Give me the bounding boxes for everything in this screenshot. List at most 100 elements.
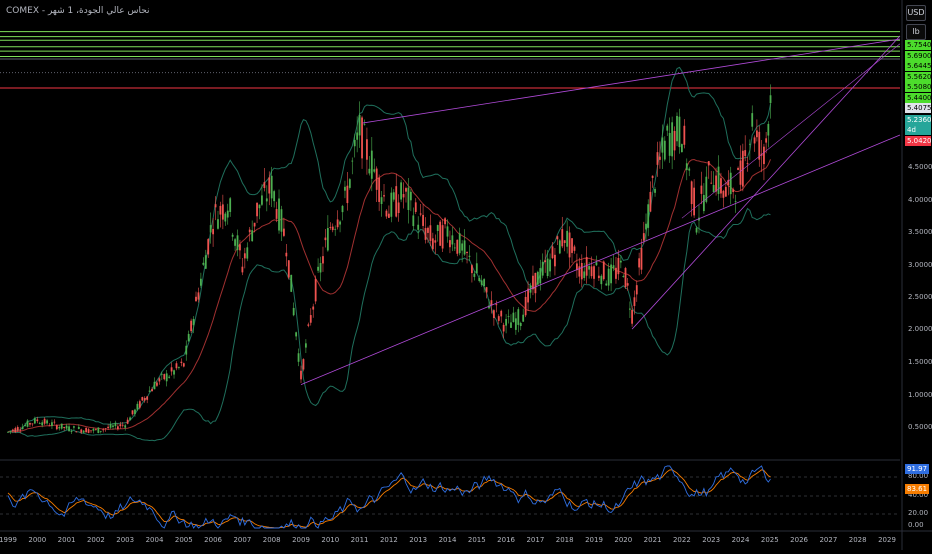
candle-body: [702, 195, 705, 212]
candle-body: [397, 202, 400, 213]
candle-body: [275, 209, 278, 219]
candle-body: [185, 345, 188, 355]
candle-body: [602, 261, 605, 280]
candle-body: [763, 146, 765, 165]
candle-body: [278, 198, 280, 231]
candle-body: [431, 238, 434, 250]
time-tick-label: 2010: [321, 536, 340, 544]
bar-countdown-label: 4d 11h: [905, 125, 931, 144]
time-tick-label: 2023: [702, 536, 721, 544]
candle-body: [539, 268, 542, 284]
moving-average: [7, 158, 771, 433]
candle-body: [195, 296, 197, 302]
candle-body: [370, 150, 373, 179]
candle-body: [302, 359, 305, 370]
rsi-value-badge: 91.97: [905, 464, 929, 474]
candle-body: [767, 123, 770, 136]
candle-body: [199, 278, 202, 286]
candle-body: [758, 131, 761, 160]
candle-body: [326, 228, 329, 251]
candle-body: [441, 225, 444, 249]
candle-body: [593, 266, 595, 279]
trendline-channel-resistance: [681, 43, 901, 219]
candle-body: [77, 426, 80, 429]
candle-body: [38, 423, 41, 424]
candle-body: [419, 213, 422, 215]
candle-body: [715, 175, 717, 192]
candle-body: [724, 186, 727, 197]
time-tick-label: 2002: [86, 536, 105, 544]
currency-button[interactable]: USD: [906, 5, 926, 21]
candle-body: [339, 221, 341, 225]
candle-body: [80, 429, 83, 433]
candle-body: [409, 191, 412, 201]
candle-body: [405, 188, 407, 192]
candle-body: [190, 320, 193, 332]
candle-body: [597, 275, 600, 279]
candle-body: [412, 215, 415, 227]
candle-body: [99, 430, 102, 432]
candle-body: [453, 247, 456, 249]
candle-body: [9, 431, 12, 432]
symbol-title: COMEX - نحاس عالي الجودة، 1 شهر: [6, 6, 150, 16]
level-price-label: 5.0420: [905, 136, 932, 146]
candle-body: [309, 315, 312, 323]
time-tick-label: 2019: [585, 536, 603, 544]
candle-body: [204, 255, 207, 269]
candle-body: [344, 186, 346, 191]
unit-button[interactable]: lb: [906, 24, 926, 40]
candle-body: [51, 422, 53, 427]
trendline-lower: [300, 134, 901, 386]
time-tick-label: 2000: [28, 536, 47, 544]
candle-body: [444, 218, 446, 225]
candle-body: [451, 235, 454, 245]
candle-body: [104, 428, 107, 430]
time-tick-label: 2018: [555, 536, 574, 544]
candle-body: [243, 253, 246, 259]
candle-body: [695, 227, 698, 233]
candle-body: [73, 426, 75, 428]
candle-body: [654, 188, 656, 193]
candle-body: [134, 409, 136, 414]
candle-body: [554, 254, 556, 267]
candle-body: [148, 390, 151, 392]
candle-body: [485, 287, 488, 293]
candle-body: [510, 322, 512, 328]
candle-body: [143, 398, 146, 401]
candle-body: [551, 246, 554, 259]
candle-body: [136, 403, 139, 410]
candle-body: [681, 144, 683, 153]
candle-body: [571, 238, 573, 253]
candle-body: [558, 240, 561, 254]
candle-body: [131, 410, 134, 415]
candle-body: [751, 113, 754, 127]
candle-body: [329, 227, 332, 228]
candle-body: [246, 247, 249, 259]
candle-body: [209, 225, 212, 233]
price-tick-label: 1.5000: [908, 358, 932, 366]
trendline-upper: [362, 38, 901, 124]
candle-body: [707, 161, 710, 166]
candle-body: [334, 228, 337, 230]
price-tick-label: 1.0000: [908, 391, 932, 399]
time-tick-label: 2022: [672, 536, 691, 544]
candle-body: [182, 363, 185, 367]
candle-body: [292, 307, 295, 316]
candle-body: [290, 274, 293, 292]
rsi-tick-label: 20.00: [908, 509, 929, 517]
current-price-label: 5.2360: [905, 115, 932, 125]
candle-body: [590, 266, 593, 277]
time-tick-label: 1999: [0, 536, 17, 544]
candle-body: [63, 426, 66, 429]
candle-body: [666, 125, 669, 131]
time-tick-label: 2009: [292, 536, 310, 544]
candle-body: [7, 431, 9, 433]
candle-body: [683, 125, 686, 145]
candle-body: [207, 239, 210, 255]
candle-body: [114, 422, 117, 427]
candle-body: [241, 266, 244, 273]
candle-body: [756, 130, 758, 138]
candle-body: [400, 182, 403, 200]
